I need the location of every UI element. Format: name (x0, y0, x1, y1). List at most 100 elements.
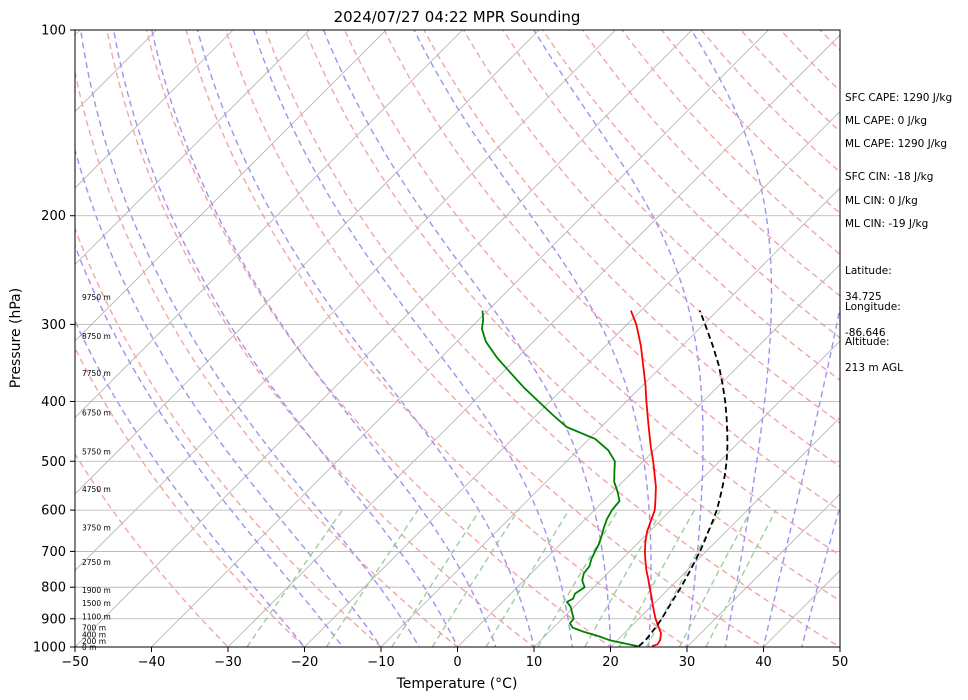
height-label: 1500 m (82, 599, 111, 608)
x-tick-label: 10 (526, 655, 543, 670)
x-tick-label: 20 (602, 655, 619, 670)
x-tick-label: 30 (679, 655, 696, 670)
y-axis-ticks: 100 200 300 400 500 600 700 800 900 1000 (33, 24, 75, 656)
dry-adiabat-line (145, 30, 612, 647)
x-tick-label: 0 (453, 655, 461, 670)
isotherm-line (75, 30, 311, 266)
height-label: 7750 m (82, 369, 111, 378)
dewpoint-trace (481, 310, 639, 647)
longitude-label: Longitude: (845, 301, 901, 313)
moist-adiabat-line (801, 503, 840, 647)
y-tick-label: 800 (41, 581, 66, 596)
dry-adiabat-line (264, 30, 840, 647)
ml-cape-stat-2: ML CAPE: 1290 J/kg (845, 138, 948, 150)
x-tick-label: 50 (832, 655, 849, 670)
temperature-trace (630, 310, 662, 647)
latitude-label: Latitude: (845, 265, 892, 277)
sounding-traces (481, 310, 729, 647)
sfc-cape-stat: SFC CAPE: 1290 J/kg (845, 92, 953, 104)
altitude-value: 213 m AGL (845, 362, 903, 374)
longitude-info: Longitude: -86.646 (845, 288, 901, 353)
height-label: 5750 m (82, 447, 111, 456)
moist-adiabat-line (762, 304, 840, 647)
isotherm-line (75, 30, 387, 342)
height-label: 4750 m (82, 485, 111, 494)
x-axis-label: Temperature (°C) (396, 676, 518, 692)
moist-adiabat-line (413, 30, 652, 647)
moist-adiabat-line (112, 30, 459, 647)
moist-adiabat-line (196, 30, 535, 647)
pressure-gridlines (75, 29, 840, 648)
height-label: 2750 m (82, 558, 111, 567)
moist-adiabat-line (533, 30, 704, 647)
y-tick-label: 400 (41, 395, 66, 410)
ml-cape-stat: ML CAPE: 0 J/kg (845, 115, 928, 127)
dry-adiabat-line (423, 30, 840, 468)
isotherm-line (303, 110, 840, 647)
isotherm-line (75, 30, 693, 647)
height-label: 9750 m (82, 293, 111, 302)
dry-adiabat-line (304, 30, 840, 602)
dry-adiabat-line (383, 30, 840, 512)
dry-adiabat-line (185, 30, 689, 647)
moist-adiabat-line (322, 30, 612, 647)
x-axis-ticks: −50 −40 −30 −20 −10 0 10 20 30 40 50 (61, 647, 848, 670)
altitude-label: Altitude: (845, 336, 890, 348)
isotherm-line (75, 30, 617, 572)
isotherm-line (609, 416, 840, 647)
y-tick-label: 500 (41, 455, 66, 470)
height-label: 400 m (82, 631, 106, 640)
chart-title: 2024/07/27 04:22 MPR Sounding (334, 8, 581, 26)
dry-adiabat-line (75, 452, 229, 647)
isotherm-line (75, 30, 234, 189)
isotherm-line (456, 263, 840, 647)
isotherm-line (533, 340, 840, 647)
x-tick-label: −10 (367, 655, 394, 670)
moist-adiabat-line (75, 319, 306, 647)
dry-adiabat-line (75, 226, 383, 647)
moist-adiabat-line (75, 147, 382, 647)
background-lines (75, 16, 968, 660)
isotherm-line (75, 30, 464, 419)
mixing-ratio-line (246, 509, 344, 647)
mixing-ratio-line (705, 509, 777, 647)
isotherm-line (380, 187, 840, 647)
plot-frame (74, 29, 841, 648)
height-label: 3750 m (82, 523, 111, 532)
height-label: 200 m (82, 637, 106, 646)
dry-adiabat-line (225, 30, 765, 647)
parcel-trace (638, 310, 729, 647)
mixing-ratio-line (485, 509, 570, 647)
height-label: 700 m (82, 624, 106, 633)
sfc-cin-stat: SFC CIN: -18 J/kg (845, 171, 934, 183)
y-axis-label: Pressure (hPa) (8, 288, 24, 388)
y-tick-label: 200 (41, 209, 66, 224)
y-tick-label: 900 (41, 612, 66, 627)
dry-adiabat-line (502, 30, 840, 382)
x-tick-label: 40 (755, 655, 772, 670)
altitude-info: Altitude: 213 m AGL (845, 323, 903, 388)
isotherm-line (903, 16, 968, 660)
isotherm-line (150, 30, 770, 647)
ml-cin-stat: ML CIN: 0 J/kg (845, 195, 918, 207)
y-tick-label: 1000 (33, 641, 66, 656)
isotherm-line (686, 493, 840, 647)
x-tick-label: −20 (291, 655, 318, 670)
y-tick-label: 700 (41, 545, 66, 560)
x-tick-label: −40 (138, 655, 165, 670)
ml-cin-stat-2: ML CIN: -19 J/kg (845, 218, 929, 230)
mixing-ratio-line (678, 509, 752, 647)
y-tick-label: 100 (41, 24, 66, 39)
dry-adiabat-line (343, 30, 840, 556)
moist-adiabat-line (75, 244, 344, 647)
moist-adiabat-line (80, 30, 421, 647)
moist-adiabat-line (151, 30, 497, 647)
y-tick-label: 300 (41, 318, 66, 333)
moist-adiabat-line (690, 30, 773, 647)
moist-adiabat-line (252, 30, 574, 647)
height-label: 1100 m (82, 612, 111, 621)
dry-adiabat-line (75, 346, 306, 647)
dry-adiabat-line (106, 30, 536, 647)
dry-adiabat-line (462, 30, 840, 424)
